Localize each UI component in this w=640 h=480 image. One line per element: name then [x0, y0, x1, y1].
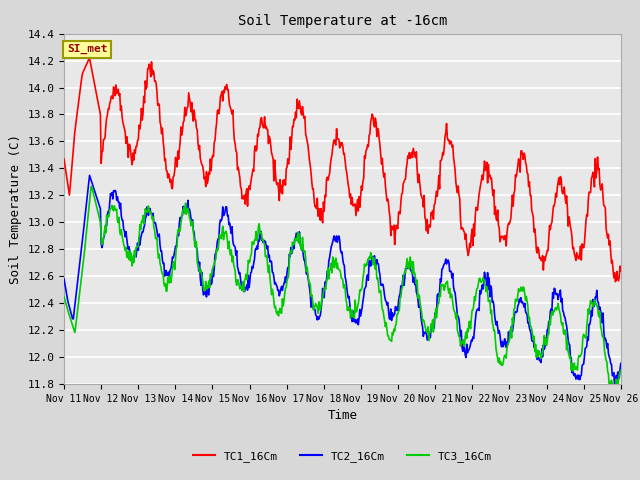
Text: SI_met: SI_met: [67, 44, 108, 54]
Legend: TC1_16Cm, TC2_16Cm, TC3_16Cm: TC1_16Cm, TC2_16Cm, TC3_16Cm: [188, 446, 497, 466]
Title: Soil Temperature at -16cm: Soil Temperature at -16cm: [237, 14, 447, 28]
X-axis label: Time: Time: [328, 409, 357, 422]
Y-axis label: Soil Temperature (C): Soil Temperature (C): [9, 134, 22, 284]
